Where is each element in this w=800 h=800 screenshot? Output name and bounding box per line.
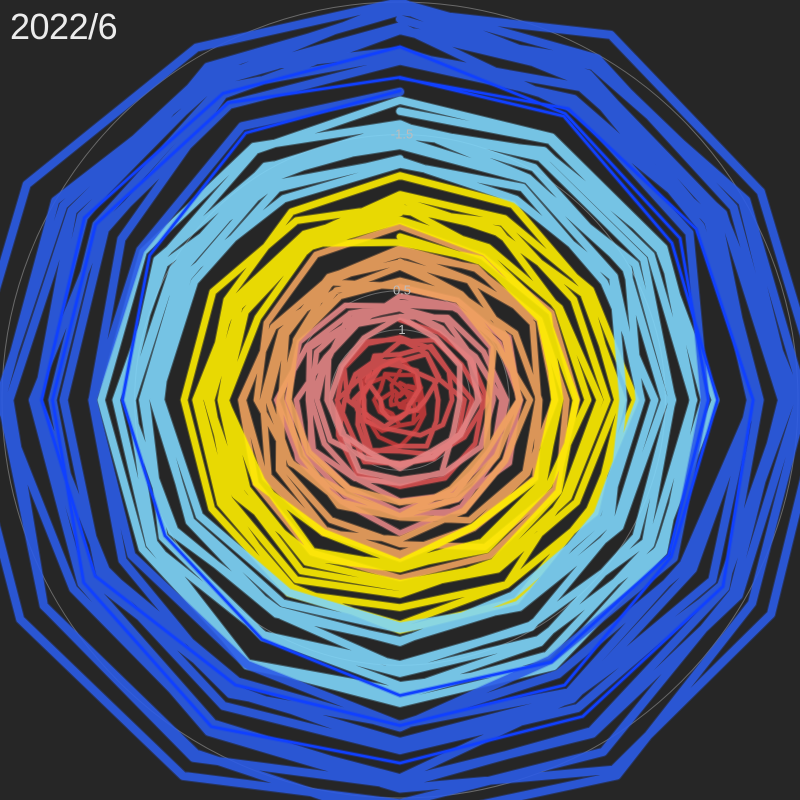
tick-label-1: 0.5 xyxy=(393,283,411,298)
tick-label-2: -1.5 xyxy=(391,127,413,142)
chart-title: 2022/6 xyxy=(10,6,118,47)
tick-label-0: 1 xyxy=(398,322,405,337)
series-line-highlight-1 xyxy=(40,45,755,765)
series-2 xyxy=(179,171,640,635)
series-highlight xyxy=(39,44,756,766)
series-line-3-1 xyxy=(238,223,580,582)
tick-labels: 1 0.5 -1.5 xyxy=(391,127,413,337)
series-1 xyxy=(96,95,721,708)
series-line-1-1 xyxy=(97,96,720,707)
series-3 xyxy=(237,222,581,583)
series-line-2-1 xyxy=(180,172,639,634)
